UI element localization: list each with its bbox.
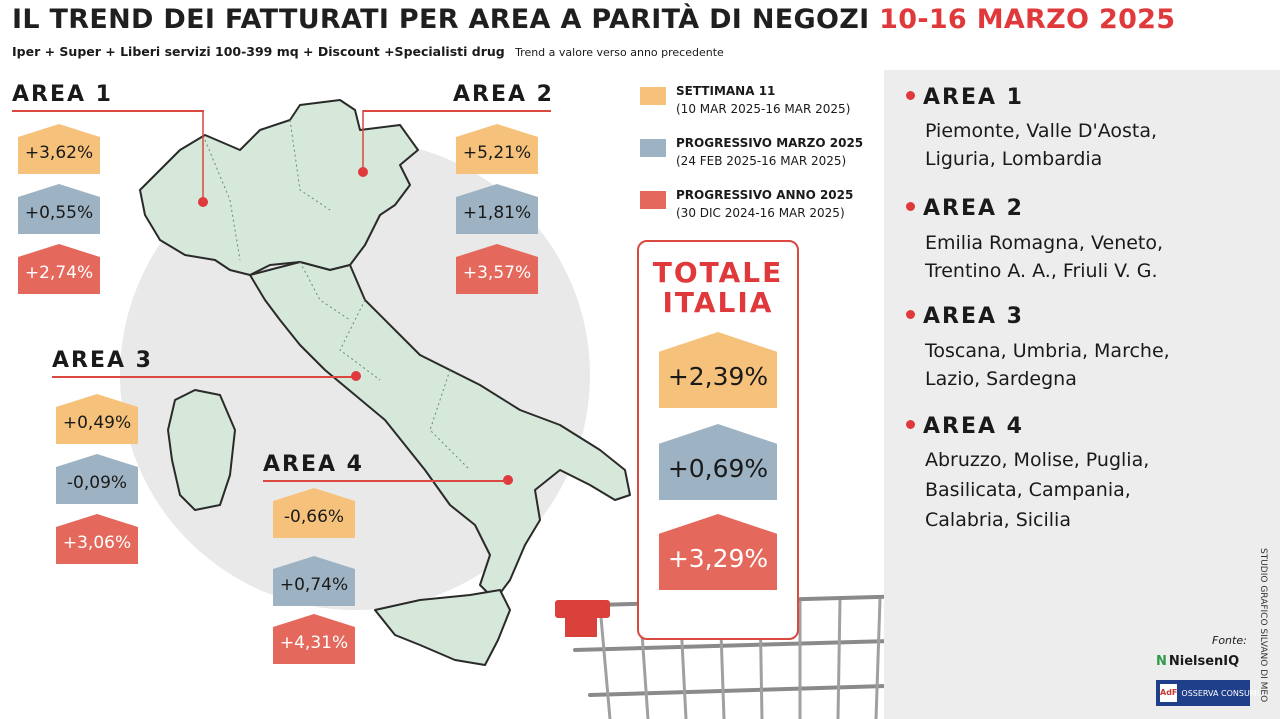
- region-area1-label: AREA 1: [923, 85, 1024, 110]
- legend-dates-settimana: (10 MAR 2025-16 MAR 2025): [676, 102, 851, 116]
- region-area2-label: AREA 2: [923, 196, 1024, 221]
- subtitle-note: Trend a valore verso anno precedente: [515, 46, 724, 59]
- area2-leader: [363, 110, 551, 112]
- totale-anno-value: +3,29%: [659, 514, 777, 590]
- totale-marzo-value: +0,69%: [659, 424, 777, 500]
- area4-marker: [503, 475, 513, 485]
- region-area3-line1: Toscana, Umbria, Marche,: [925, 340, 1170, 362]
- title-main: IL TREND DEI FATTURATI PER AREA A PARITÀ…: [12, 4, 870, 35]
- region-area1-line1: Piemonte, Valle D'Aosta,: [925, 120, 1158, 142]
- bullet-icon: [906, 309, 915, 319]
- region-area2-line1: Emilia Romagna, Veneto,: [925, 232, 1164, 254]
- subtitle: Iper + Super + Liberi servizi 100-399 mq…: [12, 44, 724, 59]
- subtitle-text: Iper + Super + Liberi servizi 100-399 mq…: [12, 44, 505, 59]
- nielseniq-logo: N NielsenIQ: [1156, 654, 1239, 669]
- legend-title-anno: PROGRESSIVO ANNO 2025: [676, 188, 854, 202]
- region-area4-line1: Abruzzo, Molise, Puglia,: [925, 449, 1150, 471]
- region-area2-heading: AREA 2: [906, 196, 1024, 221]
- page-title: IL TREND DEI FATTURATI PER AREA A PARITÀ…: [12, 4, 1175, 35]
- legend-title-settimana: SETTIMANA 11: [676, 84, 776, 98]
- osserva-consumi-text: OSSERVA CONSUMI: [1181, 688, 1260, 698]
- totale-italia-title: TOTALE ITALIA: [637, 258, 799, 318]
- map-north: [139, 99, 419, 276]
- area2-label: AREA 2: [453, 82, 554, 107]
- nielsen-logo-icon: N: [1156, 654, 1167, 669]
- area3-label: AREA 3: [52, 348, 153, 373]
- adf-logo-icon: AdF: [1160, 684, 1178, 702]
- area3-marker: [351, 371, 361, 381]
- area3-leader: [52, 376, 352, 378]
- region-area3-heading: AREA 3: [906, 304, 1024, 329]
- bullet-icon: [906, 201, 915, 211]
- credit-text: STUDIO GRAFICO SILVANO DI MEO: [1258, 548, 1268, 703]
- source-label: Fonte:: [1212, 634, 1247, 647]
- nielseniq-text: NielsenIQ: [1168, 654, 1240, 669]
- area1-label: AREA 1: [12, 82, 113, 107]
- title-dates: 10-16 MARZO 2025: [879, 4, 1176, 35]
- map-sardinia: [167, 389, 236, 511]
- osserva-consumi-logo: AdF OSSERVA CONSUMI: [1156, 680, 1259, 706]
- region-area3-label: AREA 3: [923, 304, 1024, 329]
- totale-settimana-value: +2,39%: [659, 332, 777, 408]
- region-area4-line2: Basilicata, Campania,: [925, 479, 1131, 501]
- bullet-icon: [906, 419, 915, 429]
- legend-dates-marzo: (24 FEB 2025-16 MAR 2025): [676, 154, 847, 168]
- legend-swatch-anno: [640, 191, 666, 209]
- legend-swatch-marzo: [640, 139, 666, 157]
- legend-dates-anno: (30 DIC 2024-16 MAR 2025): [676, 206, 845, 220]
- region-area1-heading: AREA 1: [906, 85, 1024, 110]
- area1-leader: [12, 110, 204, 112]
- region-area3-line2: Lazio, Sardegna: [925, 368, 1077, 390]
- legend-title-marzo: PROGRESSIVO MARZO 2025: [676, 136, 864, 150]
- map-peninsula: [249, 261, 631, 601]
- italy-map: [139, 99, 631, 666]
- region-area4-heading: AREA 4: [906, 414, 1024, 439]
- totale-title-line2: ITALIA: [662, 286, 774, 319]
- region-area4-line3: Calabria, Sicilia: [925, 509, 1071, 531]
- region-area1-line2: Liguria, Lombardia: [925, 148, 1103, 170]
- totale-title-line1: TOTALE: [652, 256, 784, 289]
- area4-label: AREA 4: [263, 452, 364, 477]
- bullet-icon: [906, 90, 915, 100]
- map-sicily: [374, 589, 511, 666]
- legend-swatch-settimana: [640, 87, 666, 105]
- region-area4-label: AREA 4: [923, 414, 1024, 439]
- area4-leader: [263, 480, 507, 482]
- regions-panel: [884, 70, 1280, 719]
- totale-italia-content: TOTALE ITALIA +2,39% +0,69% +3,29%: [637, 0, 799, 719]
- area3-marzo-value: -0,09%: [56, 454, 138, 504]
- region-area2-line2: Trentino A. A., Friuli V. G.: [925, 260, 1158, 282]
